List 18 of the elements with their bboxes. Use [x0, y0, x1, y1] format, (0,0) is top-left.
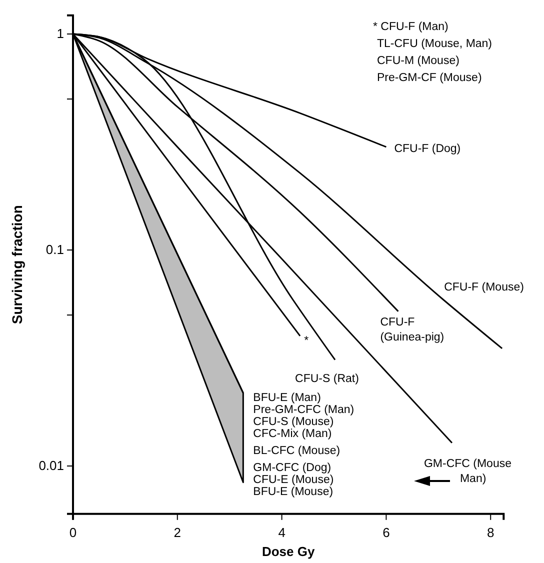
series-label: CFU-S (Rat)	[295, 372, 360, 385]
x-tick-label: 8	[486, 525, 494, 540]
text: GM-CFC (Mouse Man)	[424, 458, 512, 485]
series-label: BFU-E (Man) Pre-GM-CFC (Man) CFU-S (Mouse) CFC-Mix (Man) BL-CFC (Mouse) GM-CFC (Dog) CFU-E (Mouse) BFU-E (Mouse)	[253, 392, 354, 498]
y-tick-label: 0.01	[38, 458, 64, 474]
x-axis-title: Dose Gy	[262, 544, 316, 559]
series-label: CFU-F (Guinea-pig)	[380, 316, 444, 344]
annotation: * CFU-F (Man) TL-CFU (Mouse, Man) CFU-M (Mouse) Pre-GM-CF (Mouse)	[373, 21, 492, 84]
y-axis-title: Surviving fraction	[9, 205, 25, 324]
x-tick-label: 2	[174, 525, 182, 540]
series-label: *	[304, 334, 310, 347]
series-label: CFU-F (Mouse)	[444, 281, 524, 294]
y-tick-label: 0.1	[46, 242, 64, 258]
x-tick-label: 0	[69, 525, 77, 540]
series-label: CFU-F (Dog)	[394, 142, 461, 155]
x-tick-label: 6	[382, 525, 390, 540]
y-tick-label: 1	[56, 26, 64, 42]
x-tick-label: 4	[278, 525, 286, 540]
